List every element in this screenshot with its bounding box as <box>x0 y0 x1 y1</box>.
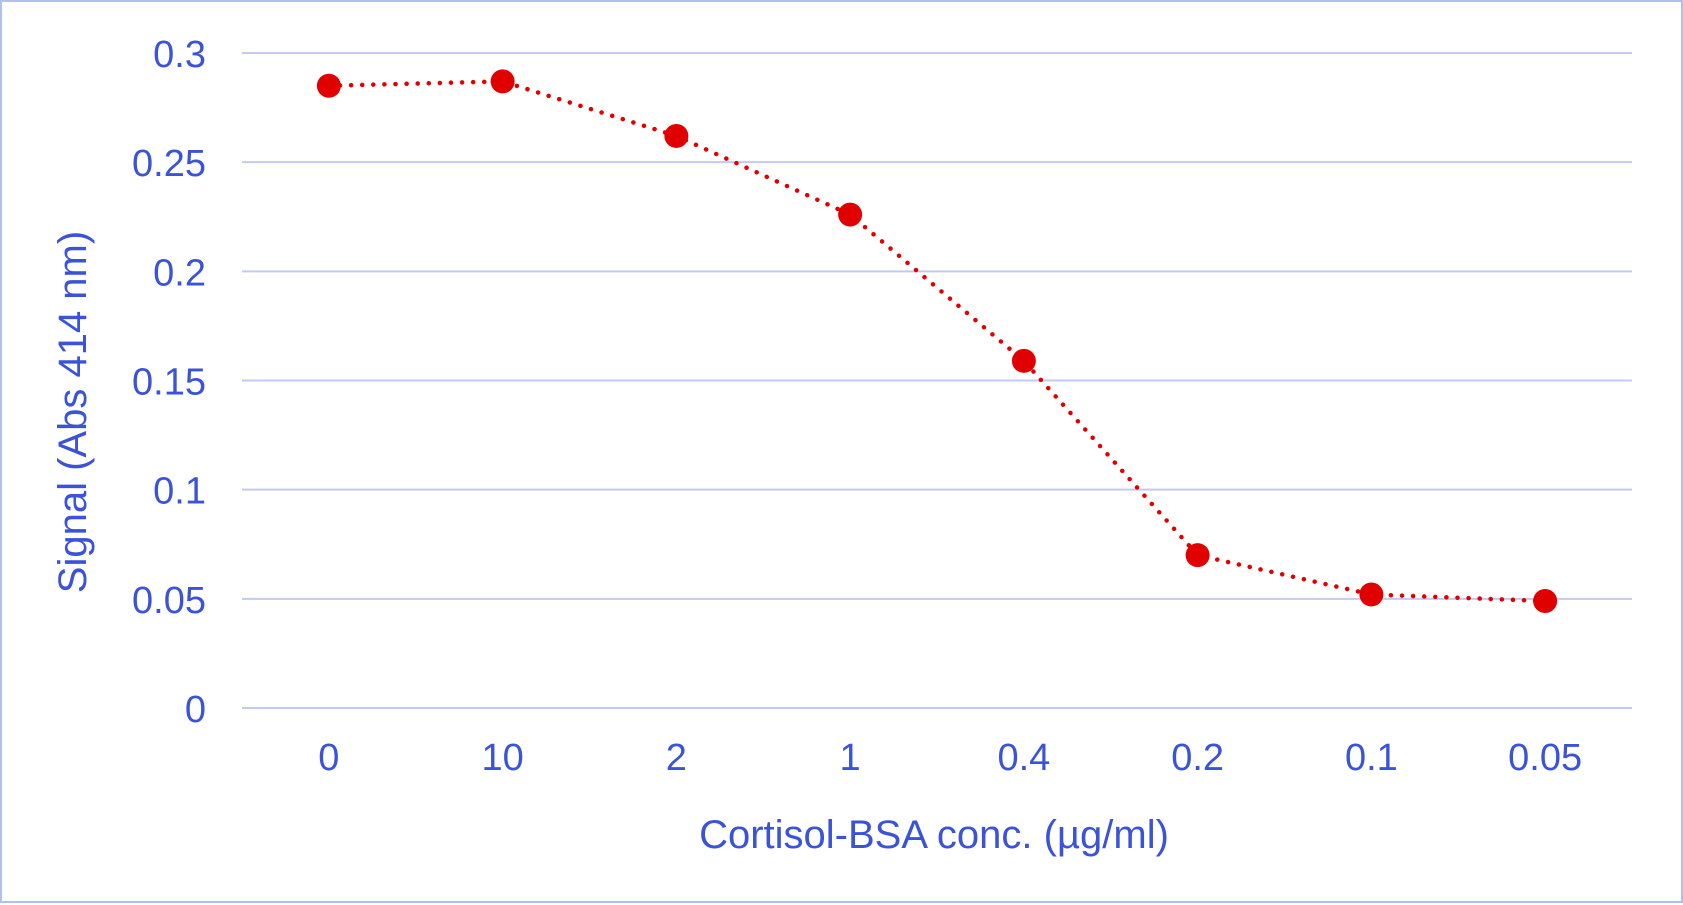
y-tick-label: 0 <box>185 689 206 731</box>
data-point <box>316 73 341 98</box>
x-tick-label: 1 <box>840 737 861 779</box>
x-tick-label: 2 <box>666 737 687 779</box>
y-tick-label: 0.3 <box>153 34 206 76</box>
data-point <box>1011 348 1036 373</box>
x-tick-label: 0.2 <box>1171 737 1224 779</box>
series-line <box>326 79 1548 604</box>
x-tick-label: 0 <box>318 737 339 779</box>
data-point <box>664 123 689 148</box>
x-tick-label: 10 <box>481 737 523 779</box>
data-point <box>1185 543 1210 568</box>
x-tick-label: 0.1 <box>1345 737 1398 779</box>
data-point <box>1533 589 1558 614</box>
y-tick-label: 0.1 <box>153 471 206 513</box>
x-tick-labels: 0 10 2 1 0.4 0.2 0.1 0.05 <box>318 737 1582 779</box>
series-line-layer <box>326 79 1548 604</box>
y-tick-label: 0.05 <box>132 580 206 622</box>
data-point <box>838 202 863 227</box>
data-point <box>1359 582 1384 607</box>
x-tick-label: 0.4 <box>997 737 1050 779</box>
x-axis-title: Cortisol-BSA conc. (µg/ml) <box>699 813 1169 857</box>
y-tick-label: 0.25 <box>132 143 206 185</box>
y-axis-title: Signal (Abs 414 nm) <box>51 231 95 593</box>
data-point <box>490 69 515 94</box>
data-points <box>316 69 1558 614</box>
grid-lines <box>242 52 1632 709</box>
y-tick-label: 0.2 <box>153 252 206 294</box>
y-tick-labels: 0 0.05 0.1 0.15 0.2 0.25 0.3 <box>132 34 206 731</box>
y-tick-label: 0.15 <box>132 362 206 404</box>
x-tick-label: 0.05 <box>1508 737 1582 779</box>
